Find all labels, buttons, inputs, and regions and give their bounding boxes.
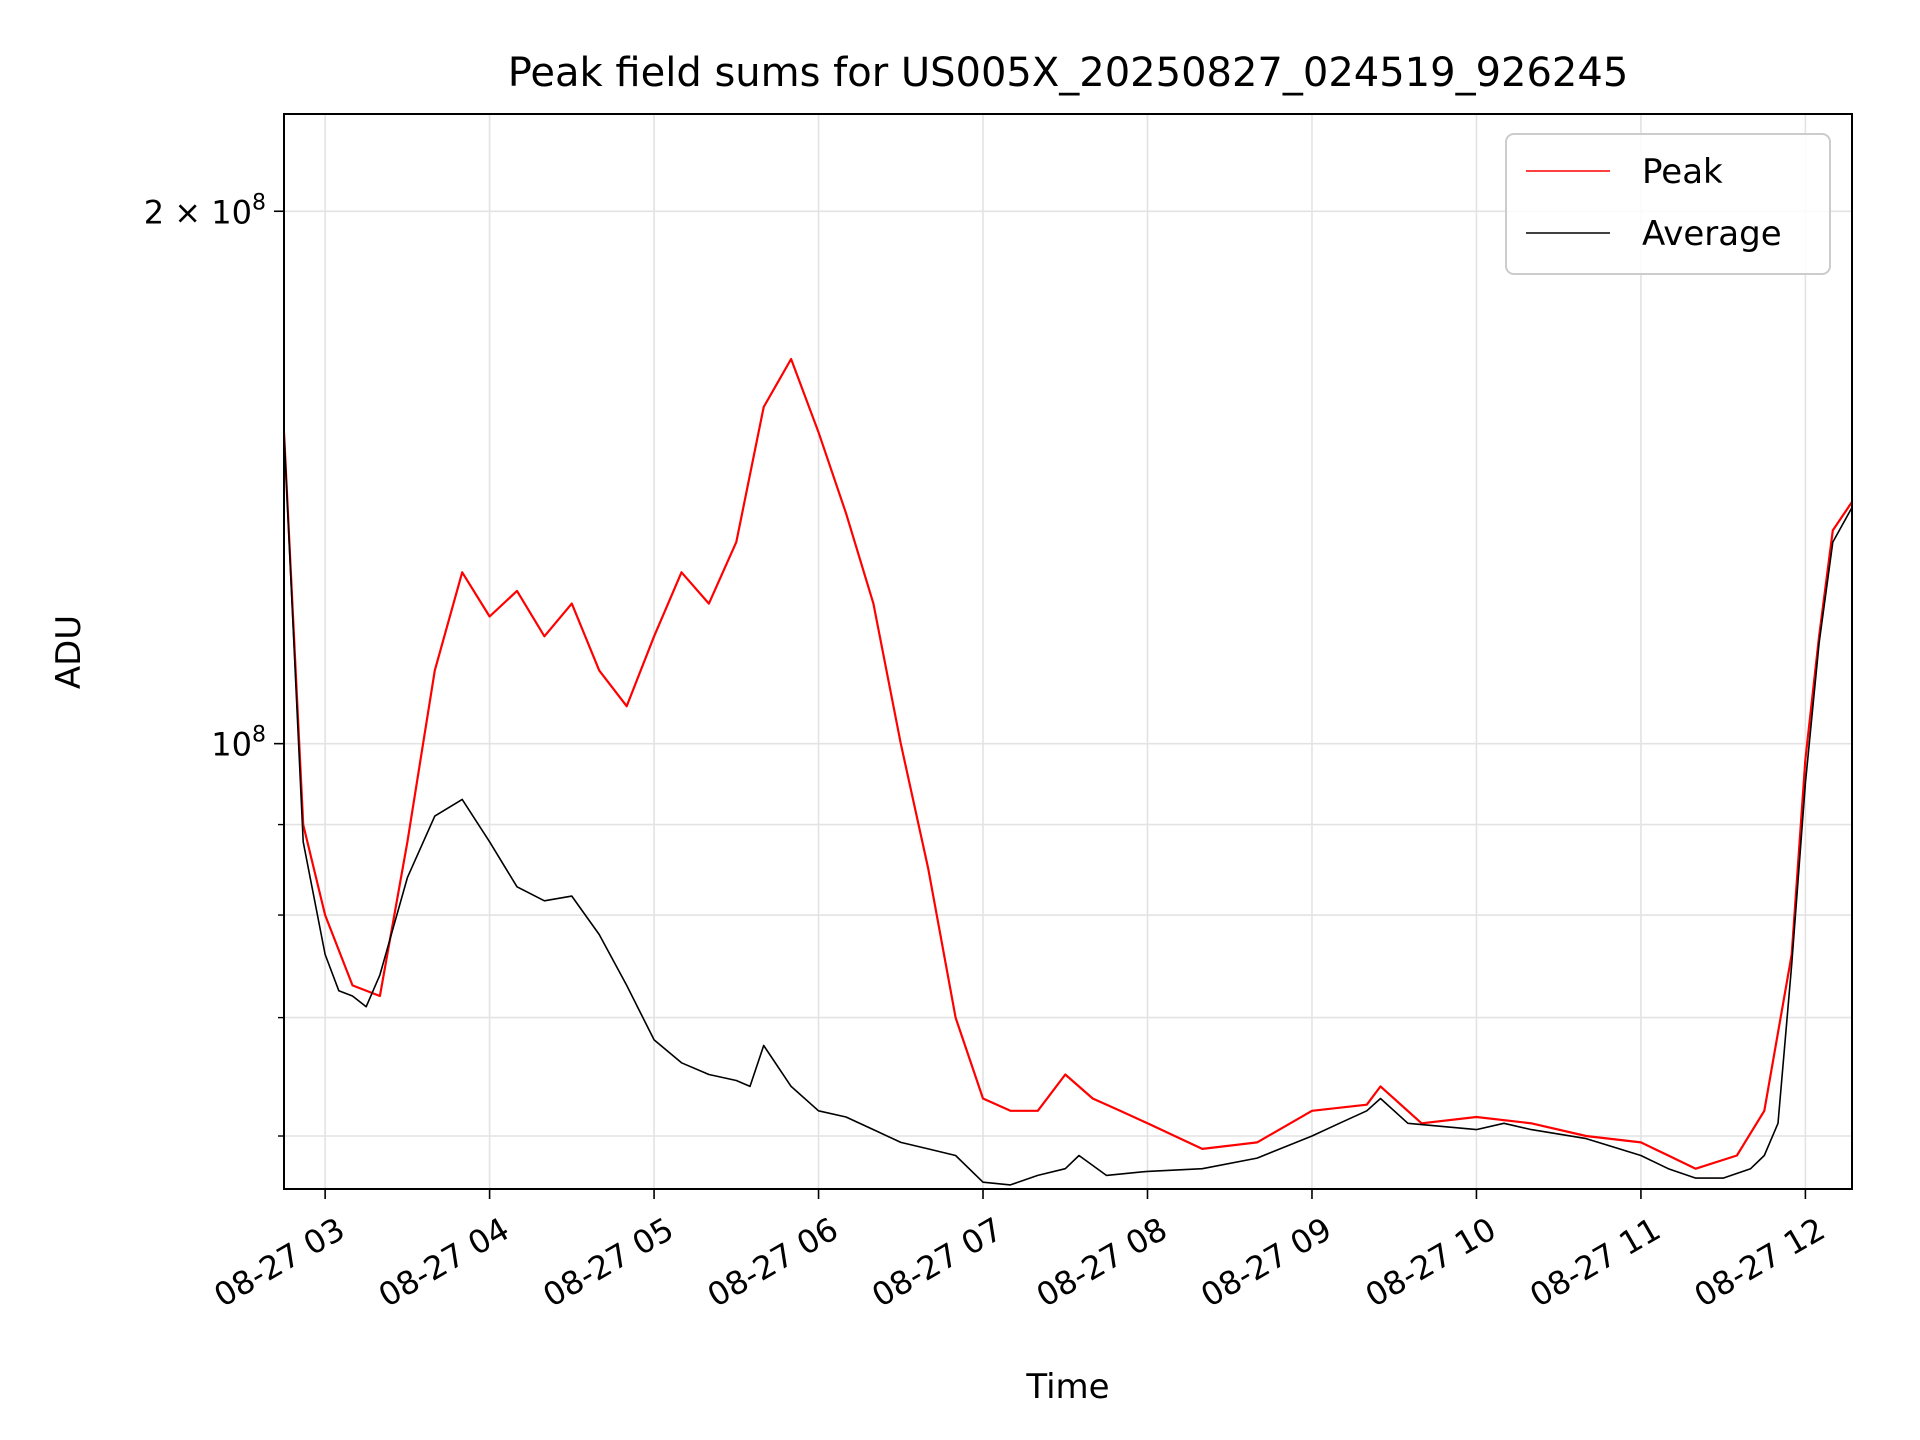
legend-label-peak: Peak (1642, 152, 1723, 192)
x-axis-label: Time (1025, 1367, 1109, 1407)
series-line-peak (282, 357, 1853, 1170)
plot-frame (283, 113, 1853, 1190)
y-axis: 108 2 × 108 (144, 190, 284, 1137)
series-layer (282, 357, 1853, 1186)
chart-title: Peak field sums for US005X_20250827_0245… (508, 50, 1629, 96)
y-tick-label: 2 × 108 (144, 190, 266, 231)
legend-label-average: Average (1642, 214, 1782, 254)
legend-box (1505, 133, 1831, 275)
series-line-average (283, 432, 1853, 1186)
y-tick-label: 108 (211, 723, 266, 764)
legend: Peak Average (1505, 133, 1831, 275)
y-axis-label: ADU (49, 615, 89, 689)
